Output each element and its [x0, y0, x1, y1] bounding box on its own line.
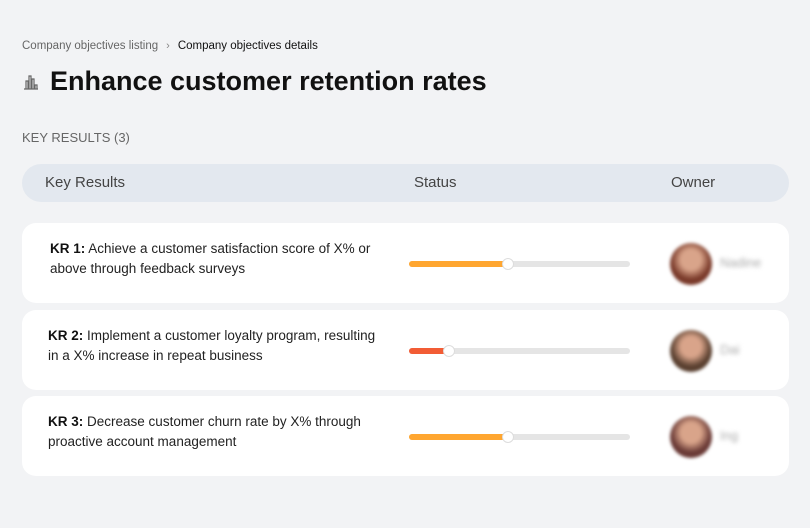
breadcrumb-current: Company objectives details — [177, 40, 318, 52]
owner-avatar — [670, 330, 712, 372]
progress-handle[interactable] — [442, 345, 455, 357]
progress-handle[interactable] — [502, 431, 515, 443]
key-result-description: Achieve a customer satisfaction score of… — [50, 241, 371, 276]
header-status: Status — [414, 174, 457, 191]
owner-name: Nadine — [720, 255, 762, 270]
key-result-text: KR 3: Decrease customer churn rate by X%… — [48, 412, 388, 452]
key-result-description: Implement a customer loyalty program, re… — [48, 328, 376, 363]
key-results-count: KEY RESULTS (3) — [22, 130, 130, 145]
header-key-results: Key Results — [45, 174, 126, 191]
key-result-description: Decrease customer churn rate by X% throu… — [48, 414, 361, 449]
owner-name: Ing — [720, 428, 739, 443]
progress-slider[interactable] — [409, 345, 630, 357]
key-result-row[interactable]: KR 2: Implement a customer loyalty progr… — [22, 310, 789, 390]
key-result-id: KR 1: — [50, 241, 86, 256]
progress-handle[interactable] — [502, 258, 515, 270]
breadcrumb-separator: › — [166, 40, 170, 52]
owner-avatar — [670, 416, 712, 458]
page-header: Enhance customer retention rates — [22, 66, 487, 97]
owner-name: Dai — [720, 342, 740, 357]
progress-fill — [409, 261, 509, 267]
progress-fill — [409, 434, 509, 440]
building-chart-icon — [24, 74, 38, 90]
progress-slider[interactable] — [409, 258, 630, 270]
key-result-row[interactable]: KR 3: Decrease customer churn rate by X%… — [22, 396, 789, 476]
page-title: Enhance customer retention rates — [50, 66, 487, 96]
header-owner: Owner — [671, 174, 716, 191]
table-header: Key Results Status Owner — [22, 164, 789, 202]
key-result-text: KR 1: Achieve a customer satisfaction sc… — [50, 239, 390, 279]
key-result-row[interactable]: KR 1: Achieve a customer satisfaction sc… — [22, 223, 789, 303]
progress-slider[interactable] — [409, 431, 630, 443]
key-result-id: KR 3: — [48, 414, 84, 429]
key-result-text: KR 2: Implement a customer loyalty progr… — [48, 326, 388, 366]
breadcrumb: Company objectives listing › Company obj… — [22, 40, 318, 52]
owner-avatar — [670, 243, 712, 285]
progress-fill — [409, 348, 449, 354]
breadcrumb-parent-link[interactable]: Company objectives listing — [22, 40, 159, 52]
key-result-id: KR 2: — [48, 328, 84, 343]
